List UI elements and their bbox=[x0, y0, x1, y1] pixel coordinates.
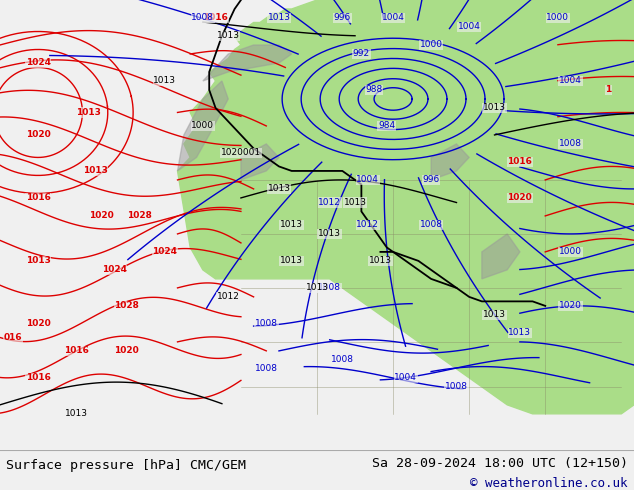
Text: 1024: 1024 bbox=[25, 58, 51, 68]
Text: 1000: 1000 bbox=[547, 14, 569, 23]
Polygon shape bbox=[431, 144, 469, 180]
Text: 1004: 1004 bbox=[458, 23, 481, 31]
Text: 1004: 1004 bbox=[394, 373, 417, 382]
Text: 1000: 1000 bbox=[191, 122, 214, 130]
Polygon shape bbox=[241, 144, 279, 180]
Text: 1020: 1020 bbox=[507, 194, 533, 202]
Text: 1020: 1020 bbox=[25, 319, 51, 328]
Text: 1013: 1013 bbox=[280, 256, 303, 266]
Text: 1013: 1013 bbox=[76, 108, 101, 117]
Text: 988: 988 bbox=[365, 85, 383, 95]
Text: 1008: 1008 bbox=[420, 220, 443, 229]
Text: 1020: 1020 bbox=[89, 211, 114, 220]
Text: Surface pressure [hPa] CMC/GEM: Surface pressure [hPa] CMC/GEM bbox=[6, 460, 247, 472]
Text: 1013: 1013 bbox=[217, 31, 240, 41]
Text: 1008: 1008 bbox=[318, 283, 341, 293]
Text: 996: 996 bbox=[422, 175, 440, 184]
Text: 1013: 1013 bbox=[65, 409, 87, 418]
Text: 1020: 1020 bbox=[114, 346, 139, 355]
Polygon shape bbox=[482, 234, 520, 279]
Text: 1020: 1020 bbox=[25, 130, 51, 140]
Text: 1020: 1020 bbox=[559, 301, 582, 310]
Text: 1004: 1004 bbox=[356, 175, 379, 184]
Text: 1012: 1012 bbox=[356, 220, 379, 229]
Text: 1013: 1013 bbox=[508, 328, 531, 338]
Text: 1008: 1008 bbox=[255, 319, 278, 328]
Polygon shape bbox=[203, 45, 292, 81]
Text: 984: 984 bbox=[378, 122, 396, 130]
Text: 1000: 1000 bbox=[559, 247, 582, 256]
Text: 1000: 1000 bbox=[420, 41, 443, 49]
Text: Sa 28-09-2024 18:00 UTC (12+150): Sa 28-09-2024 18:00 UTC (12+150) bbox=[372, 457, 628, 470]
Polygon shape bbox=[178, 81, 228, 171]
Text: 1008: 1008 bbox=[559, 140, 582, 148]
Text: 1013: 1013 bbox=[483, 310, 506, 319]
Text: 1013: 1013 bbox=[268, 14, 290, 23]
Text: 1013: 1013 bbox=[153, 76, 176, 85]
Text: 1016: 1016 bbox=[25, 194, 51, 202]
Text: 1: 1 bbox=[605, 85, 612, 95]
Text: © weatheronline.co.uk: © weatheronline.co.uk bbox=[470, 477, 628, 490]
Text: 1028: 1028 bbox=[114, 301, 139, 310]
Text: 1008: 1008 bbox=[445, 382, 468, 392]
Text: 1016: 1016 bbox=[507, 157, 533, 167]
Text: 1004: 1004 bbox=[559, 76, 582, 85]
Text: 1012: 1012 bbox=[318, 198, 341, 207]
Text: 1024: 1024 bbox=[152, 247, 178, 256]
Text: 992: 992 bbox=[353, 49, 370, 58]
Text: 1013: 1013 bbox=[344, 198, 366, 207]
Text: 1013: 1013 bbox=[369, 256, 392, 266]
Text: 1028: 1028 bbox=[127, 211, 152, 220]
Text: 996: 996 bbox=[333, 14, 351, 23]
Text: 1024: 1024 bbox=[101, 266, 127, 274]
Text: 1013: 1013 bbox=[318, 229, 341, 239]
Text: 1016: 1016 bbox=[203, 14, 228, 23]
Text: 1016: 1016 bbox=[25, 373, 51, 382]
Text: 1016: 1016 bbox=[63, 346, 89, 355]
Text: 1020001: 1020001 bbox=[221, 148, 261, 157]
Text: 1013: 1013 bbox=[82, 167, 108, 175]
Text: 1008: 1008 bbox=[191, 14, 214, 23]
Text: 1004: 1004 bbox=[382, 14, 404, 23]
Text: 1013: 1013 bbox=[483, 103, 506, 113]
Text: 1013: 1013 bbox=[306, 283, 328, 293]
Text: 1013: 1013 bbox=[268, 184, 290, 194]
Text: 1012: 1012 bbox=[217, 293, 240, 301]
Text: 016: 016 bbox=[3, 333, 22, 342]
Text: 1008: 1008 bbox=[331, 355, 354, 365]
Text: 1013: 1013 bbox=[280, 220, 303, 229]
Text: 1013: 1013 bbox=[25, 256, 51, 266]
Polygon shape bbox=[178, 0, 634, 414]
Text: 1008: 1008 bbox=[255, 365, 278, 373]
